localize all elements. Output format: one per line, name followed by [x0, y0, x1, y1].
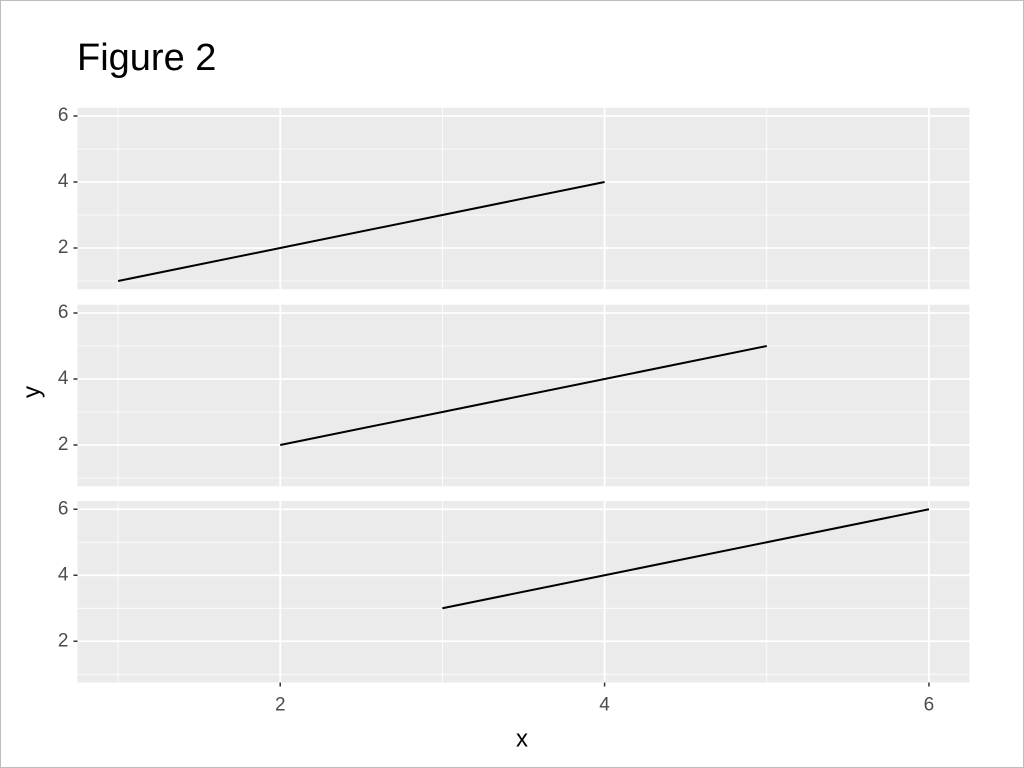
y-axis-label: y — [18, 386, 45, 398]
y-tick-label: 6 — [58, 302, 69, 323]
y-tick-label: 2 — [58, 237, 69, 258]
line-series — [117, 181, 605, 282]
y-tick-label: 6 — [58, 498, 69, 519]
x-tick-label: 4 — [599, 695, 610, 716]
x-axis-label: x — [516, 725, 528, 752]
y-tick-label: 4 — [58, 171, 69, 192]
x-tick-label: 2 — [275, 695, 286, 716]
y-tick-label: 4 — [58, 368, 69, 389]
chart-title: Figure 2 — [77, 37, 216, 79]
y-tick-label: 6 — [58, 105, 69, 126]
y-tick-label: 4 — [58, 564, 69, 585]
line-series — [442, 508, 930, 610]
y-tick-label: 2 — [58, 630, 69, 651]
y-tick-label: 2 — [58, 434, 69, 455]
x-tick-label: 6 — [924, 695, 935, 716]
line-series — [280, 345, 767, 446]
